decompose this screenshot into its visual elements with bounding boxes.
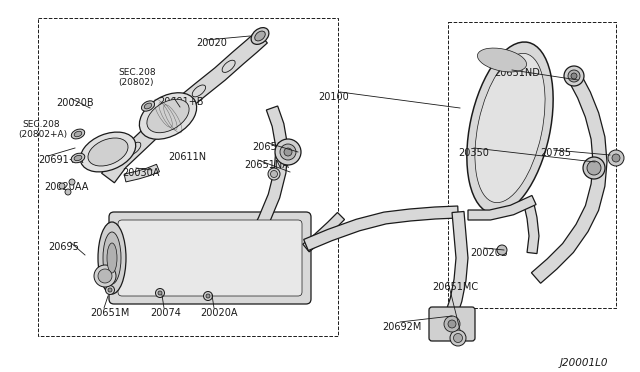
Text: 20651MC: 20651MC xyxy=(432,282,478,292)
Polygon shape xyxy=(102,31,268,183)
Text: 20651ND: 20651ND xyxy=(494,68,540,78)
Ellipse shape xyxy=(156,289,164,298)
Text: 20651MB: 20651MB xyxy=(252,142,298,152)
Ellipse shape xyxy=(74,131,82,137)
Ellipse shape xyxy=(448,320,456,328)
FancyBboxPatch shape xyxy=(109,212,311,304)
Polygon shape xyxy=(124,164,159,182)
Polygon shape xyxy=(531,75,607,283)
FancyBboxPatch shape xyxy=(429,307,475,341)
Text: SEC.208: SEC.208 xyxy=(22,120,60,129)
Text: 20651NA: 20651NA xyxy=(244,160,289,170)
Ellipse shape xyxy=(71,129,84,139)
Polygon shape xyxy=(444,211,468,320)
Polygon shape xyxy=(303,212,344,252)
Ellipse shape xyxy=(571,73,577,79)
Ellipse shape xyxy=(583,157,605,179)
Bar xyxy=(38,18,338,336)
Text: 20100: 20100 xyxy=(318,92,349,102)
Ellipse shape xyxy=(444,316,460,332)
Ellipse shape xyxy=(65,189,71,195)
Ellipse shape xyxy=(275,139,301,165)
Ellipse shape xyxy=(612,154,620,162)
Ellipse shape xyxy=(147,99,189,133)
Text: 20350: 20350 xyxy=(458,148,489,158)
Polygon shape xyxy=(235,106,288,265)
Text: 20030A: 20030A xyxy=(122,168,159,178)
Text: 20020B: 20020B xyxy=(56,98,93,108)
Ellipse shape xyxy=(144,103,152,109)
Text: (20802+A): (20802+A) xyxy=(18,130,67,139)
Text: 20020: 20020 xyxy=(196,38,227,48)
Ellipse shape xyxy=(477,48,527,72)
Text: 20692M: 20692M xyxy=(382,322,421,332)
Ellipse shape xyxy=(103,232,121,284)
Ellipse shape xyxy=(450,330,466,346)
Ellipse shape xyxy=(568,70,580,82)
Ellipse shape xyxy=(608,150,624,166)
Ellipse shape xyxy=(69,179,75,185)
Ellipse shape xyxy=(88,138,128,166)
Ellipse shape xyxy=(251,28,269,44)
Ellipse shape xyxy=(271,170,278,177)
Polygon shape xyxy=(468,195,536,220)
Text: (20802): (20802) xyxy=(118,78,154,87)
Text: 20074: 20074 xyxy=(150,308,181,318)
Text: 20020B: 20020B xyxy=(470,248,508,258)
Ellipse shape xyxy=(98,222,126,294)
Text: SEC.208: SEC.208 xyxy=(118,68,156,77)
Ellipse shape xyxy=(284,148,292,156)
Ellipse shape xyxy=(158,291,162,295)
Ellipse shape xyxy=(80,132,136,172)
Ellipse shape xyxy=(454,334,463,343)
Ellipse shape xyxy=(467,42,553,214)
Ellipse shape xyxy=(141,101,154,111)
Polygon shape xyxy=(304,206,458,250)
Text: 20695: 20695 xyxy=(48,242,79,252)
Ellipse shape xyxy=(268,168,280,180)
Ellipse shape xyxy=(74,155,82,161)
Text: 20691+B: 20691+B xyxy=(158,97,204,107)
Ellipse shape xyxy=(280,144,296,160)
Bar xyxy=(448,22,616,308)
FancyBboxPatch shape xyxy=(118,220,302,296)
Ellipse shape xyxy=(107,243,117,273)
Ellipse shape xyxy=(108,288,112,292)
Text: 20785: 20785 xyxy=(540,148,571,158)
Ellipse shape xyxy=(587,161,601,175)
Ellipse shape xyxy=(204,292,212,301)
Ellipse shape xyxy=(71,153,85,163)
Ellipse shape xyxy=(206,294,210,298)
Text: 20611N: 20611N xyxy=(168,152,206,162)
Text: 20020AA: 20020AA xyxy=(44,182,88,192)
Text: J20001L0: J20001L0 xyxy=(560,358,609,368)
Text: 20691+A: 20691+A xyxy=(38,155,83,165)
Ellipse shape xyxy=(98,269,112,283)
Text: 20020A: 20020A xyxy=(200,308,237,318)
Ellipse shape xyxy=(475,53,545,203)
Ellipse shape xyxy=(255,31,265,41)
Polygon shape xyxy=(523,199,539,254)
Ellipse shape xyxy=(94,265,116,287)
Ellipse shape xyxy=(497,245,507,255)
Ellipse shape xyxy=(106,285,115,295)
Ellipse shape xyxy=(140,93,196,139)
Ellipse shape xyxy=(59,183,65,189)
Text: 20651M: 20651M xyxy=(90,308,129,318)
Ellipse shape xyxy=(564,66,584,86)
